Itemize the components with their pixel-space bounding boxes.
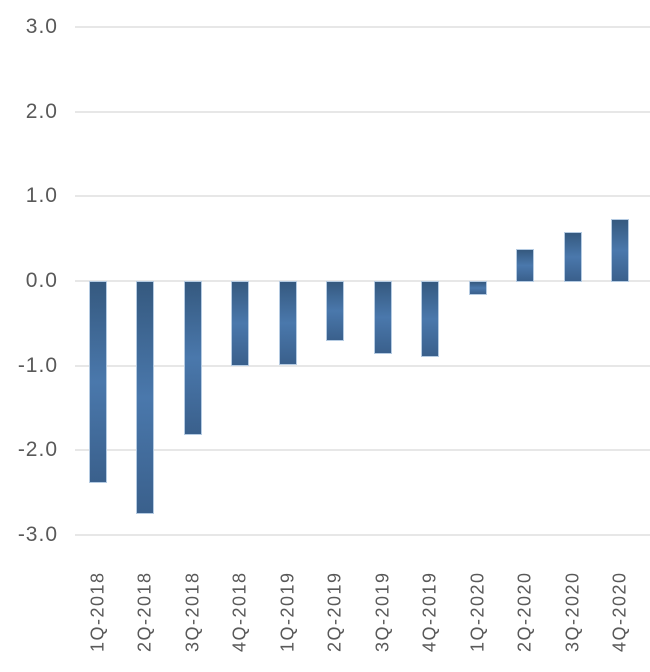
- gridline: [75, 533, 650, 536]
- x-axis-tick-label: 4Q-2019: [419, 571, 440, 652]
- bar-4Q-2020: [611, 219, 629, 282]
- y-axis-tick-label: 0.0: [25, 269, 58, 292]
- bar-1Q-2019: [278, 281, 297, 366]
- gridline: [75, 195, 650, 198]
- x-axis-tick-label: 2Q-2018: [134, 571, 155, 652]
- x-axis-tick-label: 3Q-2020: [562, 571, 582, 652]
- bar-2Q-2020: [516, 248, 534, 282]
- x-axis-tick-label: 3Q-2018: [182, 571, 202, 652]
- gridline: [75, 110, 650, 113]
- x-axis-tick-label: 1Q-2019: [277, 571, 297, 652]
- x-axis-tick-label: 4Q-2020: [609, 571, 630, 652]
- bar-2Q-2018: [136, 281, 154, 514]
- x-axis-tick-label: 2Q-2020: [514, 571, 535, 652]
- bar-2Q-2019: [326, 281, 344, 341]
- x-axis-tick-label: 2Q-2019: [324, 571, 345, 652]
- x-axis-tick-label: 1Q-2018: [87, 571, 107, 652]
- bar-1Q-2018: [88, 281, 107, 483]
- bar-3Q-2020: [563, 231, 582, 282]
- y-axis-tick-label: -2.0: [17, 438, 58, 462]
- x-axis-tick-label: 3Q-2019: [372, 571, 392, 652]
- x-axis-tick-label: 4Q-2018: [229, 571, 250, 652]
- gridline: [75, 364, 650, 367]
- gridline: [75, 26, 650, 29]
- y-axis-tick-label: 3.0: [25, 15, 58, 39]
- bar-4Q-2018: [231, 281, 249, 366]
- gridline: [75, 280, 650, 282]
- y-axis-tick-label: 1.0: [25, 184, 58, 208]
- bar-4Q-2019: [421, 281, 439, 358]
- bar-3Q-2018: [183, 281, 202, 436]
- x-axis-tick-label: 1Q-2020: [467, 571, 487, 652]
- bar-3Q-2019: [373, 281, 392, 355]
- bar-1Q-2020: [468, 281, 487, 295]
- y-axis-tick-label: 2.0: [25, 99, 58, 123]
- y-axis-tick-label: -3.0: [17, 522, 58, 546]
- gridline: [75, 449, 650, 452]
- y-axis-tick-label: -1.0: [17, 353, 58, 377]
